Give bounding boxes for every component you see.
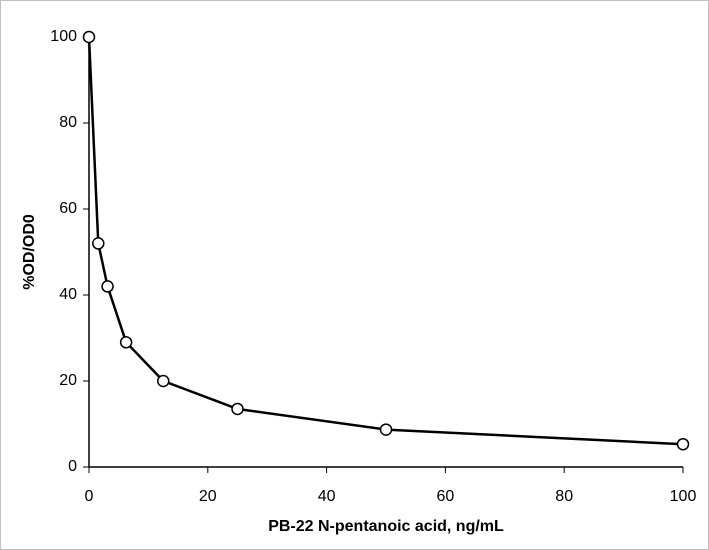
data-point: [82, 30, 96, 44]
data-point: [379, 423, 393, 436]
y-tick-label: 80: [59, 114, 77, 131]
x-axis-label: PB-22 N-pentanoic acid, ng/mL: [268, 518, 504, 535]
data-point: [676, 437, 690, 451]
x-tick-label: 60: [437, 488, 455, 505]
y-tick-label: 0: [68, 458, 77, 475]
x-tick-label: 40: [318, 488, 336, 505]
x-tick-label: 0: [85, 488, 94, 505]
y-tick-label: 100: [50, 28, 77, 45]
data-point: [119, 336, 133, 349]
data-line: [87, 36, 684, 446]
y-tick-label: 60: [59, 200, 77, 217]
x-tick-label: 100: [670, 488, 697, 505]
y-tick-label: 40: [59, 286, 77, 303]
data-point: [101, 280, 114, 293]
data-point: [157, 374, 170, 388]
x-tick-label: 20: [199, 488, 217, 505]
x-tick-label: 80: [555, 488, 573, 505]
data-point: [92, 237, 105, 250]
data-point: [231, 402, 244, 416]
y-tick-label: 20: [59, 372, 77, 389]
y-axis-label: %OD/OD0: [21, 214, 38, 290]
